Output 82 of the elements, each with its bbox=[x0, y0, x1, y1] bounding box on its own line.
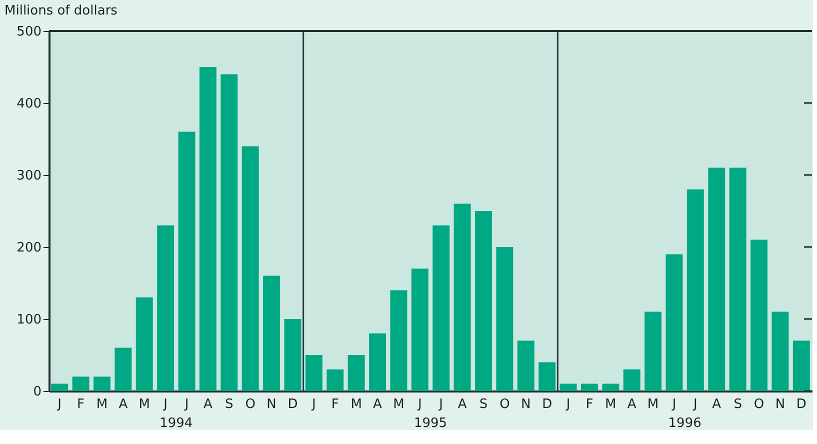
x-tick-label: O bbox=[754, 397, 764, 412]
x-tick-label: J bbox=[311, 397, 316, 412]
x-tick-label: J bbox=[565, 397, 570, 412]
x-tick-label: S bbox=[225, 397, 234, 412]
bar bbox=[666, 254, 683, 391]
x-tick-label: N bbox=[775, 397, 786, 412]
bar bbox=[772, 312, 789, 391]
bar bbox=[602, 384, 620, 391]
x-tick-label: M bbox=[96, 397, 108, 412]
bar bbox=[305, 355, 322, 391]
bar bbox=[348, 355, 365, 391]
text: 1994 bbox=[160, 416, 193, 431]
x-tick-label: N bbox=[521, 397, 531, 412]
y-tick-label: 300 bbox=[16, 168, 42, 184]
x-tick-label: M bbox=[393, 397, 404, 412]
bar bbox=[686, 189, 704, 391]
x-tick-label: A bbox=[712, 397, 722, 412]
y-tick-label: 500 bbox=[16, 24, 42, 40]
x-tick-label: O bbox=[245, 397, 256, 412]
bar bbox=[454, 204, 471, 391]
x-tick-label: S bbox=[479, 397, 488, 412]
x-tick-label: D bbox=[288, 397, 298, 412]
y-tick-label: 100 bbox=[16, 312, 42, 328]
bar bbox=[114, 348, 132, 391]
bar bbox=[136, 297, 153, 391]
bar bbox=[369, 333, 386, 391]
bar bbox=[792, 340, 810, 391]
bar bbox=[157, 225, 174, 391]
bar bbox=[432, 225, 450, 391]
x-tick-label: J bbox=[671, 397, 676, 412]
x-tick-label: A bbox=[458, 397, 467, 412]
bar bbox=[178, 132, 196, 391]
bar bbox=[538, 362, 556, 391]
x-tick-label: S bbox=[734, 397, 742, 412]
y-tick-label: 400 bbox=[16, 96, 42, 112]
y-tick-label: 200 bbox=[16, 240, 42, 256]
x-tick-label: F bbox=[586, 397, 594, 412]
x-tick-label: D bbox=[542, 397, 552, 412]
x-tick-label: F bbox=[77, 397, 85, 412]
x-tick-label: J bbox=[416, 397, 422, 412]
bar bbox=[242, 146, 259, 391]
text: 1995 bbox=[414, 416, 448, 431]
bar bbox=[729, 168, 746, 391]
bar bbox=[220, 74, 238, 391]
bar bbox=[560, 384, 577, 391]
bar bbox=[580, 384, 598, 391]
bar bbox=[496, 247, 514, 391]
bar bbox=[199, 67, 216, 391]
x-tick-label: J bbox=[184, 397, 189, 412]
y-axis-title: Millions of dollars bbox=[4, 4, 118, 18]
x-tick-label: M bbox=[605, 397, 616, 412]
bar bbox=[644, 312, 662, 391]
bar bbox=[326, 369, 344, 391]
x-tick-label: A bbox=[373, 397, 382, 412]
x-tick-label: O bbox=[500, 397, 510, 412]
bar bbox=[517, 340, 534, 391]
bar bbox=[475, 211, 492, 391]
bar bbox=[51, 384, 68, 391]
x-tick-label: D bbox=[796, 397, 806, 412]
x-tick-label: N bbox=[266, 397, 276, 412]
x-tick-label: J bbox=[162, 397, 168, 412]
x-tick-label: M bbox=[350, 397, 362, 412]
x-tick-label: F bbox=[331, 397, 339, 412]
bar bbox=[411, 268, 428, 391]
x-tick-label: J bbox=[56, 397, 62, 412]
bar bbox=[750, 240, 768, 391]
x-tick-label: A bbox=[118, 397, 128, 412]
bar bbox=[708, 168, 726, 391]
bar bbox=[72, 376, 90, 391]
bar bbox=[94, 376, 110, 391]
bar bbox=[623, 369, 640, 391]
text: 1996 bbox=[668, 416, 702, 431]
bar bbox=[263, 276, 280, 391]
bar bbox=[284, 319, 302, 391]
x-tick-label: J bbox=[692, 397, 698, 412]
x-tick-label: M bbox=[138, 397, 150, 412]
x-tick-label: A bbox=[204, 397, 213, 412]
x-tick-label: J bbox=[438, 397, 444, 412]
x-tick-label: A bbox=[627, 397, 636, 412]
x-tick-label: M bbox=[647, 397, 659, 412]
y-tick-label: 0 bbox=[33, 384, 42, 400]
bar bbox=[390, 290, 408, 391]
